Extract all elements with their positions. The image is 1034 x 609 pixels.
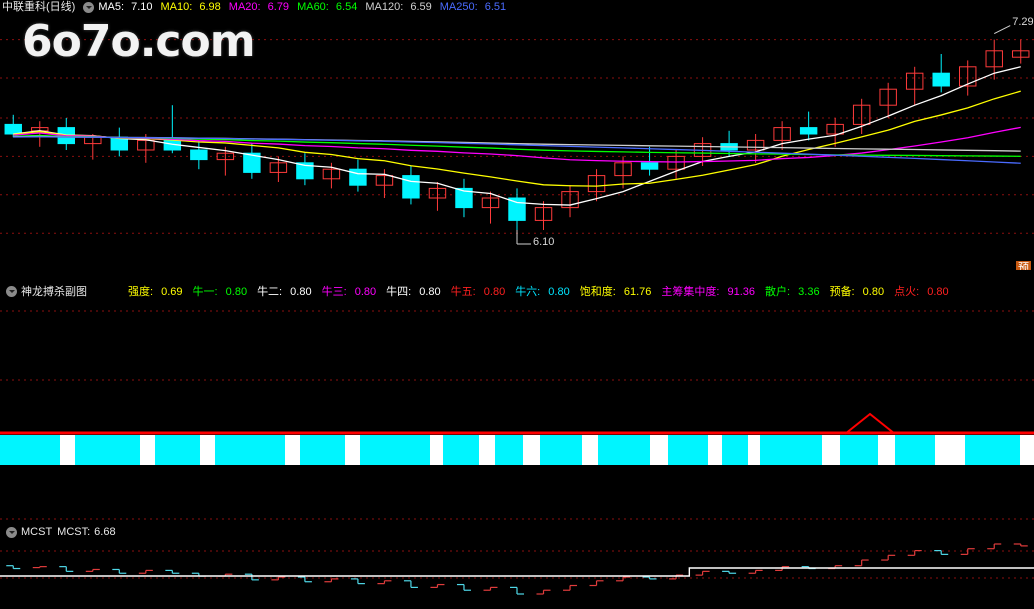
indicator-bar-segment-5	[360, 435, 430, 465]
indicator-bar-segment-12	[760, 435, 822, 465]
shenlong-indicator-panel[interactable]: 神龙搏杀副图 强度: 0.69 牛一: 0.80 牛二: 0.80 牛三: 0.80 牛…	[0, 270, 1034, 520]
chevron-down-circle-icon[interactable]	[83, 1, 95, 13]
high-price-marker: 7.29	[1012, 15, 1034, 28]
ma20-label: MA20: 6.79	[228, 1, 290, 13]
indicator-bar-segment-10	[668, 435, 708, 465]
indicator-legend-item-11: 点火: 0.80	[894, 286, 949, 298]
indicator-bar-segment-1	[75, 435, 140, 465]
indicator-bars-chart	[0, 310, 1034, 520]
indicator-bar-segment-3	[215, 435, 285, 465]
chevron-down-circle-icon[interactable]	[6, 526, 17, 538]
chevron-down-circle-icon[interactable]	[6, 285, 17, 297]
indicator-bar-segment-2	[155, 435, 200, 465]
indicator-bar-segment-7	[495, 435, 523, 465]
indicator-legend-item-8: 主筹集中度: 91.36	[661, 286, 756, 298]
mcst-bars-chart	[0, 543, 1034, 595]
indicator-legend-item-7: 饱和度: 61.76	[579, 286, 652, 298]
stock-title[interactable]: 中联重科(日线)	[2, 1, 76, 13]
indicator-bar-segment-0	[0, 435, 60, 465]
chart-header: 中联重科(日线) MA5: 7.10 MA10: 6.98 MA20: 6.79…	[0, 0, 1034, 14]
indicator-panel-title[interactable]: 神龙搏杀副图	[0, 283, 87, 299]
indicator-legend-item-0: 强度: 0.69	[128, 286, 183, 298]
main-price-chart-panel[interactable]: 6o7o.com 7.29 6.10	[0, 14, 1034, 270]
ma5-label: MA5: 7.10	[98, 1, 153, 13]
indicator-bar-segment-11	[722, 435, 748, 465]
indicator-bar-segment-15	[965, 435, 1020, 465]
indicator-legend: 强度: 0.69 牛一: 0.80 牛二: 0.80 牛三: 0.80 牛四: 0.80…	[128, 283, 959, 299]
mcst-panel[interactable]: MCST MCST: 6.68	[0, 520, 1034, 609]
mcst-panel-title[interactable]: MCST MCST: 6.68	[0, 524, 116, 540]
low-price-marker: 6.10	[533, 236, 555, 248]
ma120-label: MA120: 6.59	[365, 1, 432, 13]
candlestick-chart	[0, 25, 1034, 245]
indicator-bar-segment-13	[840, 435, 878, 465]
indicator-bar-segment-8	[540, 435, 582, 465]
indicator-legend-item-10: 预备: 0.80	[829, 286, 885, 298]
indicator-legend-item-1: 牛一: 0.80	[192, 286, 248, 298]
indicator-legend-item-2: 牛二: 0.80	[257, 286, 312, 298]
indicator-bar-segment-6	[443, 435, 479, 465]
site-watermark: 6o7o.com	[22, 16, 256, 67]
indicator-legend-item-4: 牛四: 0.80	[386, 286, 441, 298]
ma10-label: MA10: 6.98	[160, 1, 221, 13]
indicator-legend-item-6: 牛六: 0.80	[515, 286, 570, 298]
ma250-label: MA250: 6.51	[439, 1, 507, 13]
indicator-bar-segment-14	[895, 435, 935, 465]
indicator-legend-item-5: 牛五: 0.80	[450, 286, 506, 298]
indicator-legend-item-9: 散户: 3.36	[765, 286, 820, 298]
indicator-bar-segment-9	[598, 435, 650, 465]
indicator-bar-segment-4	[300, 435, 345, 465]
ma60-label: MA60: 6.54	[297, 1, 358, 13]
indicator-legend-item-3: 牛三: 0.80	[321, 286, 377, 298]
